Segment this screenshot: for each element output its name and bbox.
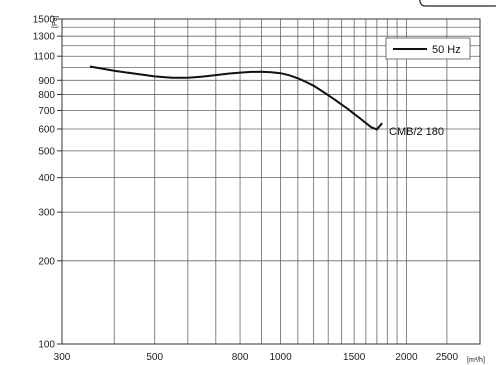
logo-badge — [419, 0, 496, 7]
y-tick-label: 400 — [38, 173, 55, 184]
x-axis-unit: [m³/h] — [467, 357, 485, 364]
x-tick-label: 1500 — [343, 352, 366, 363]
y-tick-label: 100 — [38, 340, 55, 351]
x-tick-label: 500 — [146, 352, 163, 363]
y-tick-label: 900 — [38, 76, 55, 87]
y-tick-label: 700 — [38, 106, 55, 117]
x-tick-label: 1000 — [269, 352, 292, 363]
logo-badge-frame — [419, 0, 496, 7]
y-tick-label: 300 — [38, 208, 55, 219]
performance-curve — [89, 65, 383, 131]
y-tick-labels: 100 200 300 400 500 600 700 800 900 1100 1300 1500 — [33, 15, 62, 351]
y-tick-label: 200 — [38, 256, 55, 267]
plot-frame — [61, 18, 481, 345]
y-tick-label: 800 — [38, 90, 55, 101]
x-tick-label: 2000 — [395, 352, 418, 363]
x-tick-label: 300 — [54, 352, 71, 363]
y-tick-label: 500 — [38, 146, 55, 157]
y-axis-unit: [Pa] — [52, 15, 59, 28]
series-label-cmb2-180: CMB/2 180 — [389, 126, 444, 138]
legend: 50 Hz — [385, 37, 471, 60]
y-tick-label: 1500 — [33, 15, 56, 26]
legend-entry-50hz: 50 Hz — [432, 44, 461, 56]
y-tick-label: 600 — [38, 124, 55, 135]
grid-lines — [61, 18, 481, 345]
x-tick-label: 800 — [232, 352, 249, 363]
legend-box — [385, 37, 471, 60]
y-tick-label: 1300 — [33, 32, 56, 43]
x-tick-labels: 300 500 800 1000 1500 2000 2500 — [54, 352, 459, 363]
x-tick-label: 2500 — [436, 352, 459, 363]
y-tick-label: 1100 — [33, 52, 55, 63]
